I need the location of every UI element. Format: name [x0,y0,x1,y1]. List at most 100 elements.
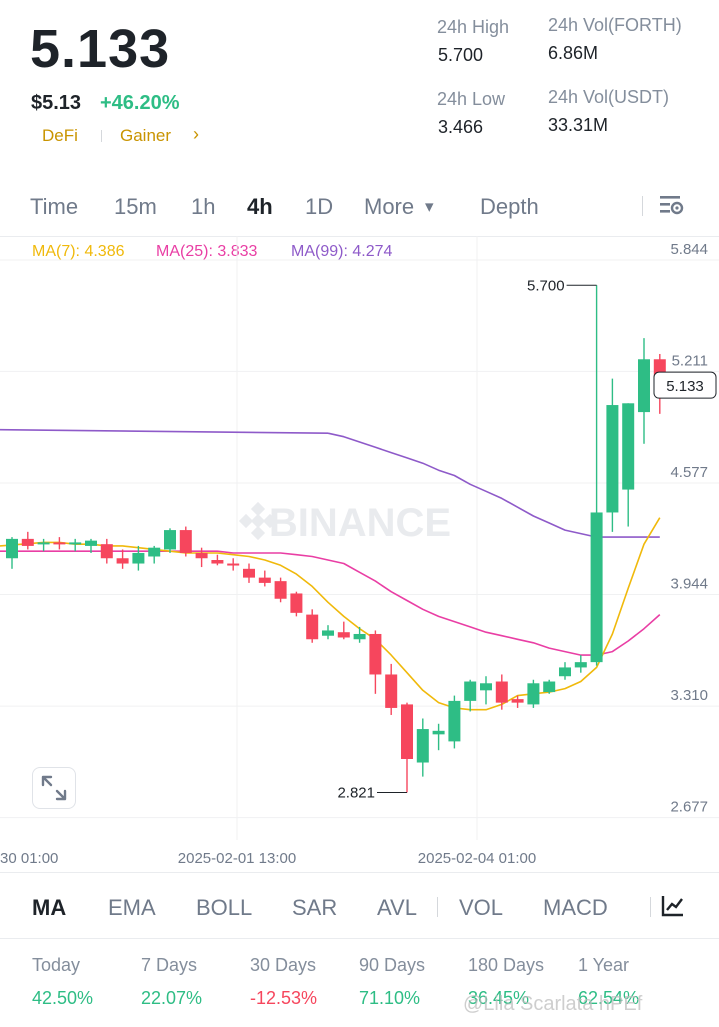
indicator-ma[interactable]: MA [32,895,67,920]
candle [527,679,540,708]
chart-settings-icon[interactable] [659,194,685,218]
y-tick-label: 2.677 [670,799,708,816]
candle [559,662,571,680]
min-price-label: 2.821 [337,784,375,801]
perf-label-180d: 180 Days [468,955,545,975]
timeframe-tabs: Time 15m 1h 4h 1D More ▾ Depth [0,180,719,232]
binance-logo-icon [238,501,278,541]
candle [258,570,271,587]
candle-body [85,540,97,546]
candle [85,538,97,553]
tab-1h[interactable]: 1h [191,194,216,219]
candle [353,626,366,643]
candle-body [606,405,619,513]
candle [290,591,303,617]
current-price-tag: 5.133 [666,378,704,395]
tab-4h[interactable]: 4h [247,194,273,219]
candle-body [243,568,255,578]
expand-chart-button[interactable] [32,767,76,809]
candle [337,621,350,640]
stat-vol-base-value: 6.86M [548,43,599,63]
more-dropdown-icon[interactable]: ▾ [425,197,434,216]
candle [132,545,145,571]
candle-body [495,681,508,703]
candle [211,554,224,566]
candle [6,537,18,569]
x-tick-label: 2025-02-04 01:00 [418,850,536,867]
y-tick-label: 4.577 [670,464,708,481]
candle [116,549,129,569]
tab-time[interactable]: Time [30,194,79,219]
ma25-legend: MA(25): 3.833 [156,243,258,260]
candle [69,538,82,552]
candle-body [227,563,240,566]
expand-icon [41,775,67,801]
indicator-boll[interactable]: BOLL [196,895,253,920]
candle [100,538,113,564]
candle-body [132,552,145,564]
chevron-right-icon[interactable]: › [193,124,199,144]
candle [21,531,34,550]
candle-body [211,560,224,564]
x-tick-label: 30 01:00 [0,850,58,867]
candle-body [511,699,524,703]
candle-body [385,674,398,708]
candle [543,679,556,694]
candle [37,538,50,552]
candle [179,526,192,557]
candle-body [337,632,350,638]
candle [369,630,382,694]
tab-more[interactable]: More [364,194,415,219]
indicator-avl[interactable]: AVL [377,895,417,920]
candle-body [290,593,303,613]
stat-low-label: 24h Low [437,89,506,109]
candle-body [306,614,319,640]
candle-body [69,542,82,545]
binance-logo-square [250,501,266,517]
candle [385,663,398,715]
binance-logo-square [262,513,278,529]
candle [416,718,429,777]
candle-body [416,729,429,763]
candle-body [432,730,445,735]
perf-label-30d: 30 Days [250,955,317,975]
stat-low-value: 3.466 [438,117,484,137]
candle-body [448,700,461,742]
current-price-tag-box [653,371,717,399]
y-tick-label: 5.844 [670,241,708,258]
y-tick-label: 3.310 [670,687,708,704]
candle-body [543,681,556,693]
max-price-label: 5.700 [527,277,565,294]
candle [606,378,619,532]
perf-value-1y: 62.54% [578,988,640,1008]
candlestick-chart[interactable]: BINANCE 5.844 5.211 4.577 3.944 3.310 2.677 30 … [0,236,719,872]
candle [574,655,587,673]
indicator-macd[interactable]: MACD [543,895,608,920]
candle [164,528,176,553]
binance-logo-square [250,513,266,529]
candle-body [590,512,603,663]
indicator-settings-icon[interactable] [660,893,686,919]
candle-body [622,403,635,490]
tab-depth[interactable]: Depth [480,194,539,219]
indicator-vol[interactable]: VOL [459,895,504,920]
candle-body [100,544,113,559]
candle [274,577,287,603]
candle-body [401,704,413,759]
stat-high-label: 24h High [437,17,510,37]
perf-value-today: 42.50% [32,988,94,1008]
candle [243,563,255,583]
tag-gainer[interactable]: Gainer [120,126,172,145]
tab-15m[interactable]: 15m [114,194,157,219]
tag-defi[interactable]: DeFi [42,126,78,145]
tab-1d[interactable]: 1D [305,194,334,219]
indicator-divider-2 [650,897,651,917]
candle [464,679,477,712]
indicator-ema[interactable]: EMA [108,895,156,920]
ma99-legend: MA(99): 4.274 [291,243,393,260]
perf-value-180d: 36.45% [468,988,530,1008]
perf-value-7d: 22.07% [141,988,203,1008]
candle [448,695,461,749]
candle [227,558,240,571]
indicator-sar[interactable]: SAR [292,895,338,920]
